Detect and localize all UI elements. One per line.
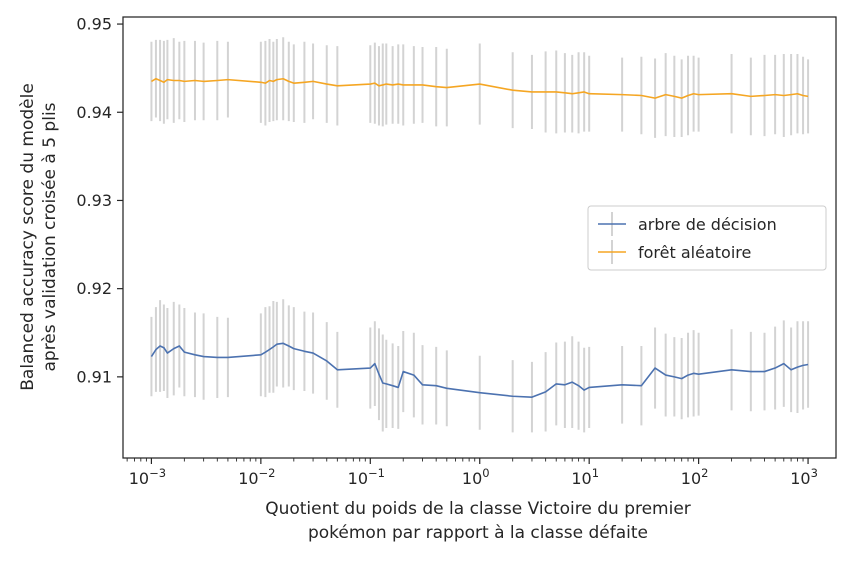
x-axis-label-line-1: Quotient du poids de la classe Victoire …: [265, 499, 691, 519]
y-tick-label-3: 0.94: [76, 103, 112, 122]
series-lines: [150, 77, 809, 398]
y-tick-label-4: 0.95: [76, 15, 112, 34]
x-axis: 10−3 10−2 10−1 100 101 102 103: [126, 458, 818, 488]
y-axis-label-line-1: Balanced accuracy score du modèle: [18, 83, 38, 391]
y-axis-label: Balanced accuracy score du modèle après …: [18, 83, 60, 391]
y-axis: 0.91 0.92 0.93 0.94 0.95: [76, 15, 123, 386]
x-tick-label-5: 102: [681, 466, 709, 488]
x-axis-label-line-2: pokémon par rapport à la classe défaite: [308, 523, 648, 543]
x-tick-label-2: 10−1: [348, 466, 385, 488]
x-tick-label-1: 10−2: [238, 466, 275, 488]
y-tick-label-2: 0.93: [76, 191, 112, 210]
legend-box: [587, 205, 827, 271]
y-tick-label-0: 0.91: [76, 367, 112, 386]
y-axis-label-line-2: après validation croisée à 5 plis: [40, 102, 60, 371]
series-line-0: [150, 342, 809, 398]
x-tick-label-3: 100: [462, 466, 490, 488]
x-tick-label-0: 10−3: [129, 466, 166, 488]
x-tick-label-4: 101: [571, 466, 599, 488]
legend-item-foret: forêt aléatoire: [598, 240, 751, 264]
y-tick-label-1: 0.92: [76, 279, 112, 298]
legend-label-foret: forêt aléatoire: [638, 243, 751, 262]
legend-item-arbre: arbre de décision: [598, 212, 777, 236]
legend-label-arbre: arbre de décision: [638, 215, 777, 234]
series-line-1: [151, 77, 809, 99]
legend: arbre de décision forêt aléatoire: [587, 205, 827, 271]
x-tick-label-6: 103: [790, 466, 818, 488]
